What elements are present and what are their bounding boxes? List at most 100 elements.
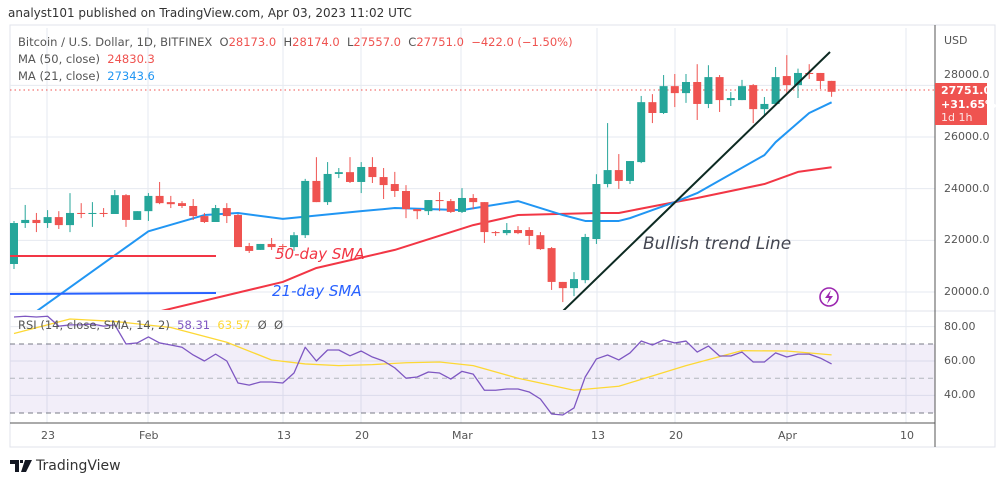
- candle-body: [346, 172, 354, 182]
- rsi-extra-2: Ø: [274, 318, 284, 332]
- candle: [570, 272, 578, 297]
- candle: [693, 64, 702, 120]
- candle: [581, 233, 590, 284]
- candle-body: [166, 202, 175, 205]
- candle: [155, 181, 164, 205]
- bullish-trend-line[interactable]: [562, 51, 831, 312]
- candle: [603, 123, 612, 188]
- rsi-value: 58.31: [177, 318, 211, 332]
- candle-body: [592, 184, 601, 240]
- candle-body: [390, 184, 399, 192]
- high-label: H: [283, 35, 293, 49]
- tag-change: +31.65%: [941, 97, 997, 111]
- candle-body: [312, 180, 321, 203]
- candle-body: [648, 102, 657, 113]
- ma50-value: 24830.3: [107, 52, 155, 66]
- candle: [312, 157, 321, 203]
- candle-body: [368, 166, 377, 178]
- tag-price: 27751.0: [941, 84, 992, 97]
- candle: [166, 195, 175, 209]
- candle: [648, 94, 657, 124]
- time-tick-label: 23: [41, 429, 55, 442]
- sma50-label[interactable]: 50-day SMA: [275, 245, 365, 263]
- candle: [659, 75, 668, 115]
- candle: [334, 168, 343, 179]
- ma21-legend[interactable]: MA (21, close) 27343.6: [18, 69, 155, 83]
- candle-body: [144, 195, 153, 212]
- candle-body: [54, 217, 63, 226]
- rsi-sma-line: [13, 318, 832, 391]
- candle-body: [424, 200, 433, 212]
- change-value: −422.0 (−1.50%): [471, 35, 573, 49]
- price-tick-label: 20000.0: [944, 285, 990, 298]
- candle: [536, 232, 545, 250]
- candles: [10, 55, 836, 303]
- candle: [290, 232, 298, 251]
- low-label: L: [347, 35, 354, 49]
- sma21-label[interactable]: 21-day SMA: [272, 282, 362, 300]
- time-tick-label: Mar: [452, 429, 473, 442]
- candle-body: [32, 219, 41, 224]
- candle-body: [290, 235, 298, 248]
- rsi-legend[interactable]: RSI (14, close, SMA, 14, 2) 58.31 63.57 …: [18, 318, 283, 332]
- candle-body: [446, 201, 455, 212]
- ma50-legend[interactable]: MA (50, close) 24830.3: [18, 52, 155, 66]
- candle-body: [21, 219, 30, 224]
- candle-body: [379, 177, 388, 186]
- candle-body: [222, 208, 231, 217]
- ma21-value: 27343.6: [107, 69, 155, 83]
- candle-body: [670, 86, 679, 94]
- candle-body: [301, 180, 310, 236]
- candle-body: [88, 212, 97, 214]
- candle: [234, 213, 242, 248]
- candle-body: [234, 215, 242, 248]
- price-tick-label: 22000.0: [944, 233, 990, 247]
- candle-body: [402, 191, 410, 210]
- candle: [323, 162, 332, 205]
- time-tick-label: Feb: [139, 429, 159, 442]
- candle: [178, 201, 186, 209]
- candle: [547, 247, 556, 290]
- tradingview-logo[interactable]: TradingView: [10, 458, 121, 474]
- candle-body: [603, 170, 612, 185]
- candle-body: [626, 161, 634, 181]
- time-tick-label: 20: [355, 429, 369, 442]
- rsi-tick-label: 60.00: [944, 354, 976, 367]
- candle-body: [323, 173, 332, 203]
- tradingview-logo-icon: [10, 460, 32, 472]
- candle: [200, 212, 209, 224]
- candle-body: [211, 208, 220, 223]
- ma21-path: [36, 101, 833, 310]
- candle-body: [491, 232, 500, 234]
- candle: [726, 92, 735, 107]
- candle: [222, 203, 231, 224]
- candle-body: [278, 246, 287, 248]
- candle: [122, 194, 130, 227]
- sma21-horizontal-line[interactable]: [10, 292, 217, 295]
- trend-line-label[interactable]: Bullish trend Line: [643, 234, 792, 254]
- candle: [211, 204, 220, 223]
- candle-body: [738, 86, 746, 101]
- open-label: O: [219, 35, 229, 49]
- candle-body: [155, 195, 164, 204]
- rsi-line: [13, 315, 832, 416]
- candle: [43, 210, 52, 228]
- publish-info: analyst101 published on TradingView.com,…: [8, 6, 412, 20]
- ma21-line: [36, 101, 833, 310]
- symbol-name: Bitcoin / U.S. Dollar, 1D, BITFINEX: [18, 35, 213, 49]
- candle: [682, 73, 690, 103]
- candle-body: [827, 80, 836, 92]
- candle-body: [816, 72, 825, 81]
- rsi-sma-value: 63.57: [217, 318, 251, 332]
- close-value: 27751.0: [416, 35, 464, 49]
- open-value: 28173.0: [228, 35, 277, 49]
- candle-body: [782, 76, 791, 86]
- candle-body: [66, 212, 74, 226]
- lightning-icon[interactable]: [819, 287, 839, 307]
- candle: [66, 193, 74, 233]
- candle-body: [334, 172, 343, 174]
- candle-body: [536, 235, 545, 250]
- symbol-legend[interactable]: Bitcoin / U.S. Dollar, 1D, BITFINEX O281…: [18, 35, 573, 49]
- candle: [715, 75, 724, 112]
